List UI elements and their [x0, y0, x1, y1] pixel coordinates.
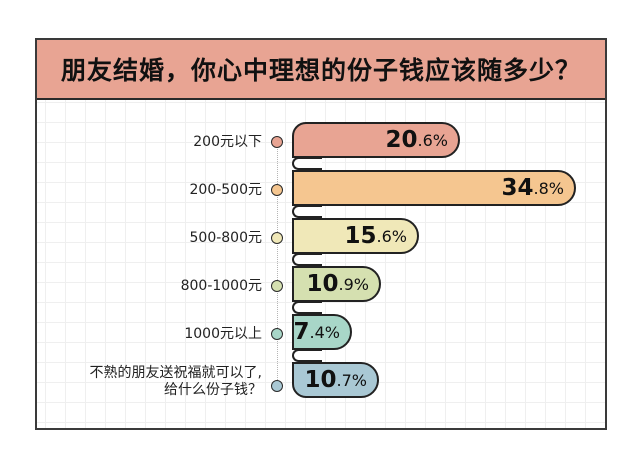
value-integer: 15: [344, 223, 377, 249]
bar: 7.4%: [292, 314, 352, 350]
bar: 15.6%: [292, 218, 419, 254]
category-label: 200元以下: [193, 133, 262, 150]
bar-separator-notch: [292, 253, 322, 266]
value-decimal: .7%: [336, 370, 367, 390]
value-decimal: .8%: [533, 178, 564, 198]
value-decimal: .9%: [338, 274, 369, 294]
bar-separator-notch: [292, 349, 322, 362]
category-row: 500-800元: [37, 220, 605, 256]
bar: 10.7%: [292, 362, 379, 398]
category-marker-dot: [271, 380, 283, 392]
value-integer: 34: [501, 175, 534, 201]
category-label: 1000元以上: [184, 325, 262, 342]
value-integer: 10: [306, 271, 339, 297]
value-integer: 10: [304, 367, 337, 393]
category-label: 500-800元: [189, 229, 263, 246]
category-marker-dot: [271, 280, 283, 292]
bar: 10.9%: [292, 266, 381, 302]
value-integer: 20: [385, 127, 418, 153]
category-label: 200-500元: [189, 181, 263, 198]
category-row: 200元以下: [37, 124, 605, 160]
value-decimal: .6%: [417, 130, 448, 150]
bar-separator-notch: [292, 301, 322, 314]
value-decimal: .4%: [309, 322, 340, 342]
category-marker-dot: [271, 184, 283, 196]
category-row: 800-1000元: [37, 268, 605, 304]
category-marker-dot: [271, 232, 283, 244]
value-integer: 7: [293, 319, 310, 345]
category-row: 1000元以上: [37, 316, 605, 352]
bar-separator-notch: [292, 157, 322, 170]
value-decimal: .6%: [376, 226, 407, 246]
category-marker-dot: [271, 328, 283, 340]
axis-dotted-line: [277, 144, 278, 388]
category-row: 不熟的朋友送祝福就可以了, 给什么份子钱？: [37, 364, 605, 400]
bar: 20.6%: [292, 122, 460, 158]
category-marker-dot: [271, 136, 283, 148]
bar: 34.8%: [292, 170, 576, 206]
category-row: 200-500元: [37, 172, 605, 208]
category-label: 不熟的朋友送祝福就可以了, 给什么份子钱？: [89, 365, 262, 398]
chart-card: 朋友结婚，你心中理想的份子钱应该随多少？ 200元以下 200-500元 500…: [35, 38, 607, 430]
title-bar: 朋友结婚，你心中理想的份子钱应该随多少？: [37, 40, 605, 100]
chart-title: 朋友结婚，你心中理想的份子钱应该随多少？: [60, 56, 581, 85]
category-label: 800-1000元: [180, 277, 262, 294]
bar-separator-notch: [292, 205, 322, 218]
bars-area: 20.6% 34.8% 15.6% 10.9% 7.4% 10.7%: [292, 122, 592, 398]
